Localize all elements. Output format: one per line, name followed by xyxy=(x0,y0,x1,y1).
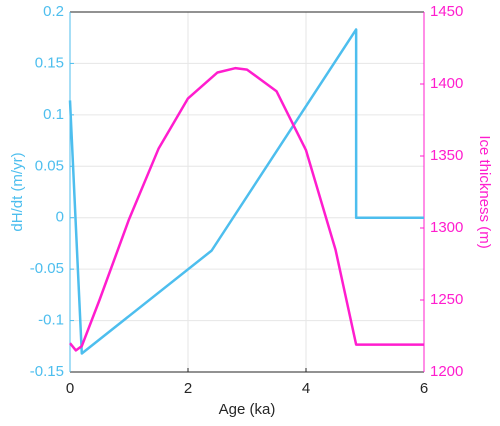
x-axis-label: Age (ka) xyxy=(219,401,276,418)
y2-tick-label: 1450 xyxy=(430,3,463,20)
y-tick-label: -0.1 xyxy=(38,312,64,329)
y-tick-label: 0.2 xyxy=(43,3,64,20)
y2-tick-label: 1400 xyxy=(430,75,463,92)
y-axis-label: dH/dt (m/yr) xyxy=(9,152,26,231)
y-tick-label: -0.15 xyxy=(30,363,64,380)
y2-axis-label: Ice thickness (m) xyxy=(476,135,493,248)
y-tick-label: 0.15 xyxy=(35,54,64,71)
y-tick-label: 0 xyxy=(56,209,64,226)
y-tick-label: -0.05 xyxy=(30,260,64,277)
y2-tick-label: 1350 xyxy=(430,147,463,164)
y-tick-label: 0.05 xyxy=(35,157,64,174)
x-tick-label: 0 xyxy=(66,380,74,397)
y-tick-label: 0.1 xyxy=(43,106,64,123)
data-line xyxy=(68,28,424,355)
x-tick-label: 6 xyxy=(420,380,428,397)
y2-tick-label: 1200 xyxy=(430,363,463,380)
x-tick-label: 2 xyxy=(184,380,192,397)
y2-tick-label: 1250 xyxy=(430,291,463,308)
y2-tick-label: 1300 xyxy=(430,219,463,236)
x-tick-label: 4 xyxy=(302,380,310,397)
data-line xyxy=(69,66,424,352)
